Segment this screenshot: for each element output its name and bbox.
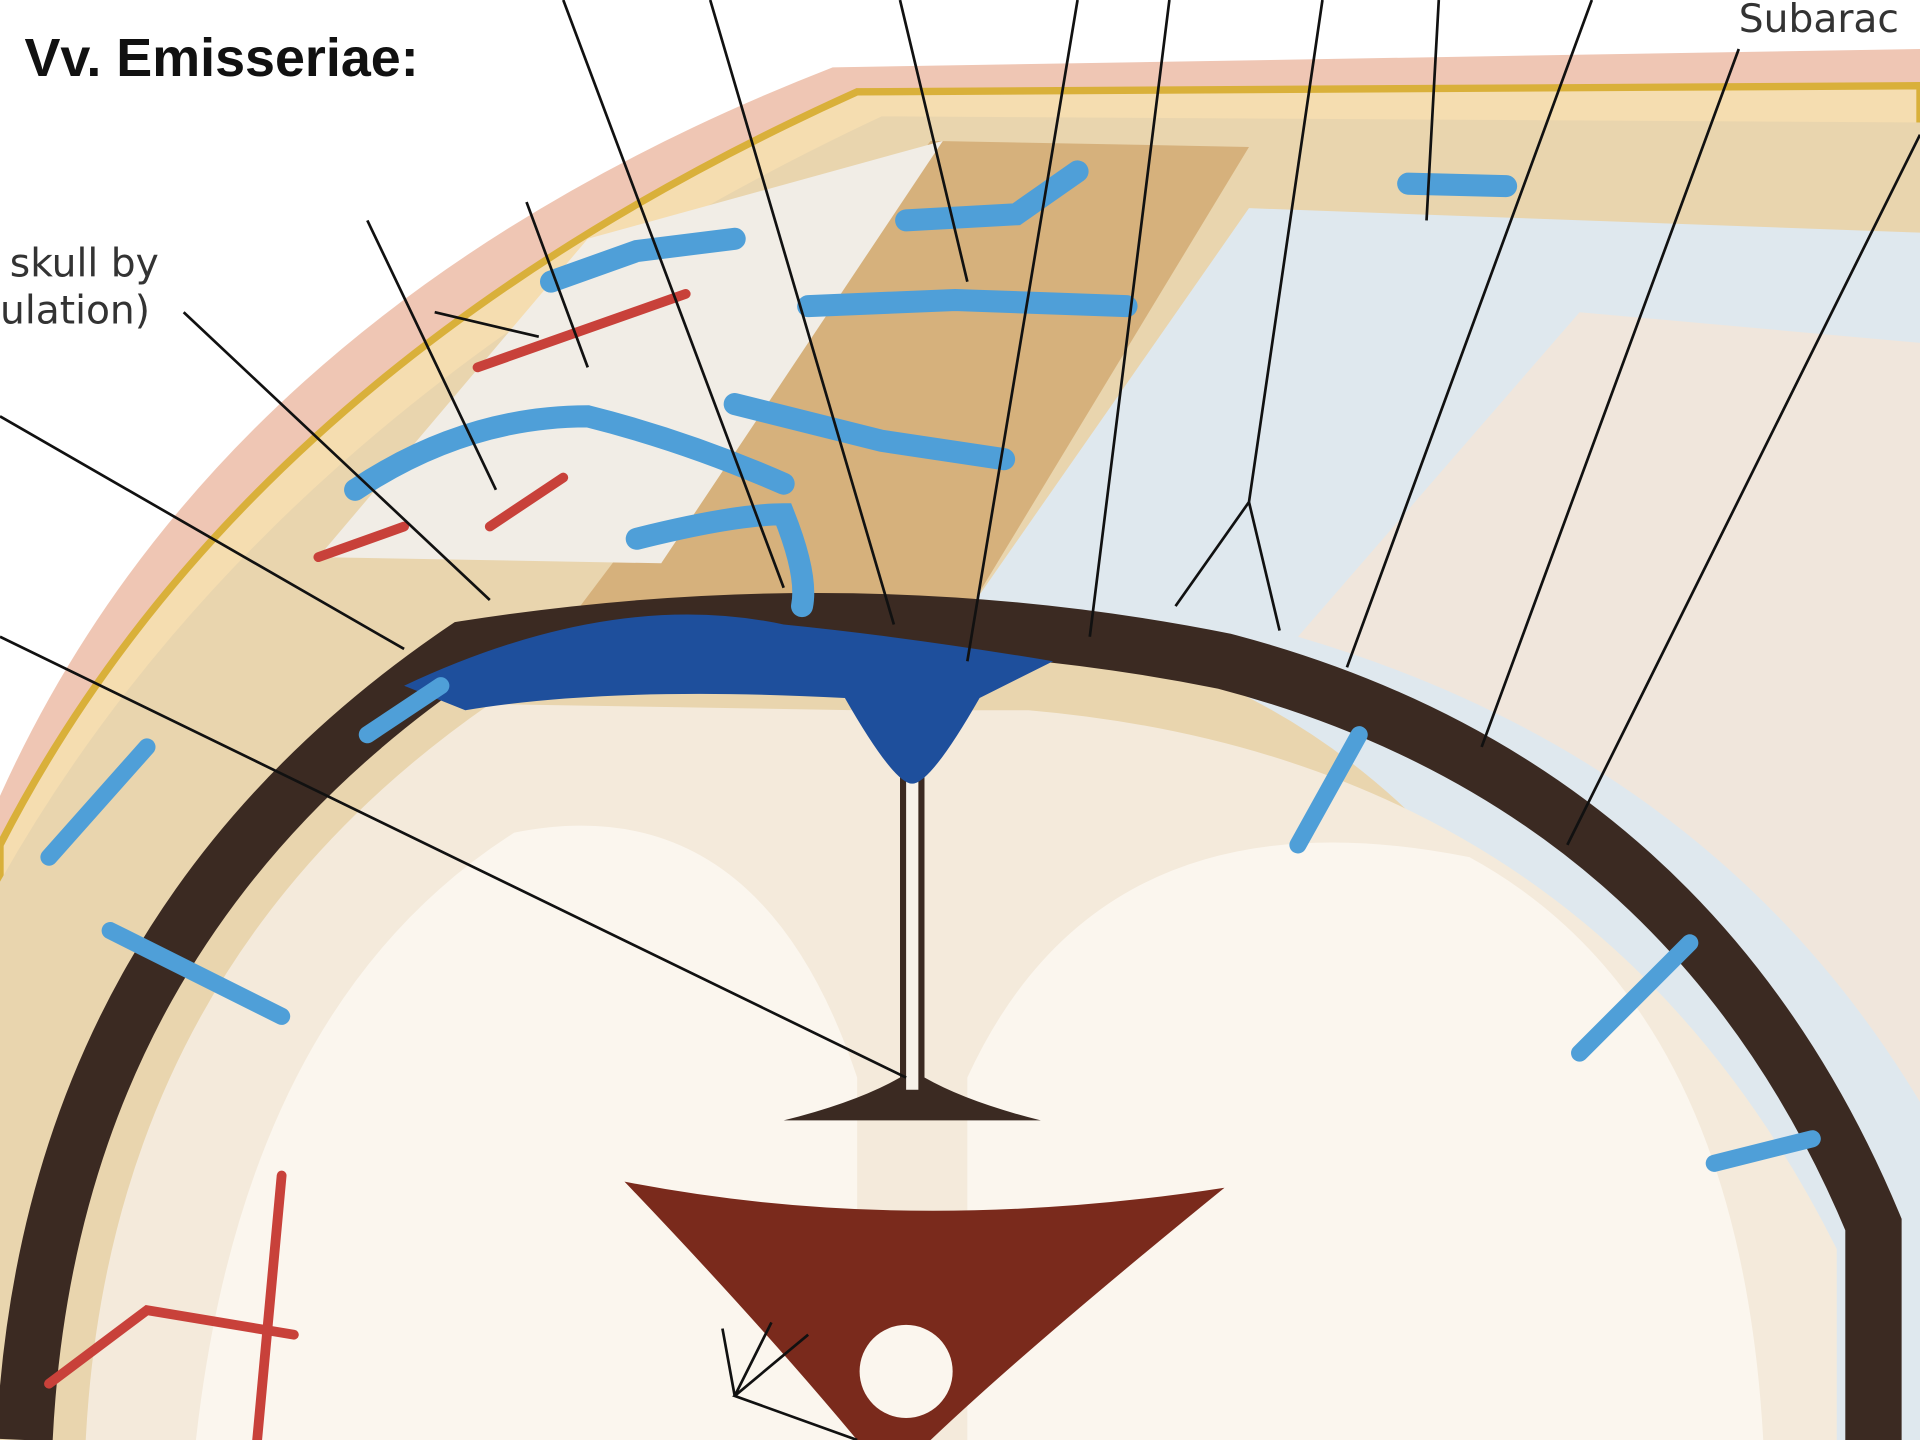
- body: Vv. Emisseriae: skull by ulation) Subara…: [0, 0, 1920, 1440]
- label: skull by: [10, 242, 159, 287]
- fornix: [860, 1325, 953, 1418]
- page: {"title": "Vv. Emisseriae:", "labels": […: [0, 0, 1920, 1440]
- illustration: Vv. Emisseriae: skull by ulation) Subara…: [0, 0, 1920, 1440]
- label: ulation): [0, 288, 150, 333]
- label: Subarac: [1739, 0, 1899, 42]
- title: Vv. Emisseriae:: [24, 28, 418, 88]
